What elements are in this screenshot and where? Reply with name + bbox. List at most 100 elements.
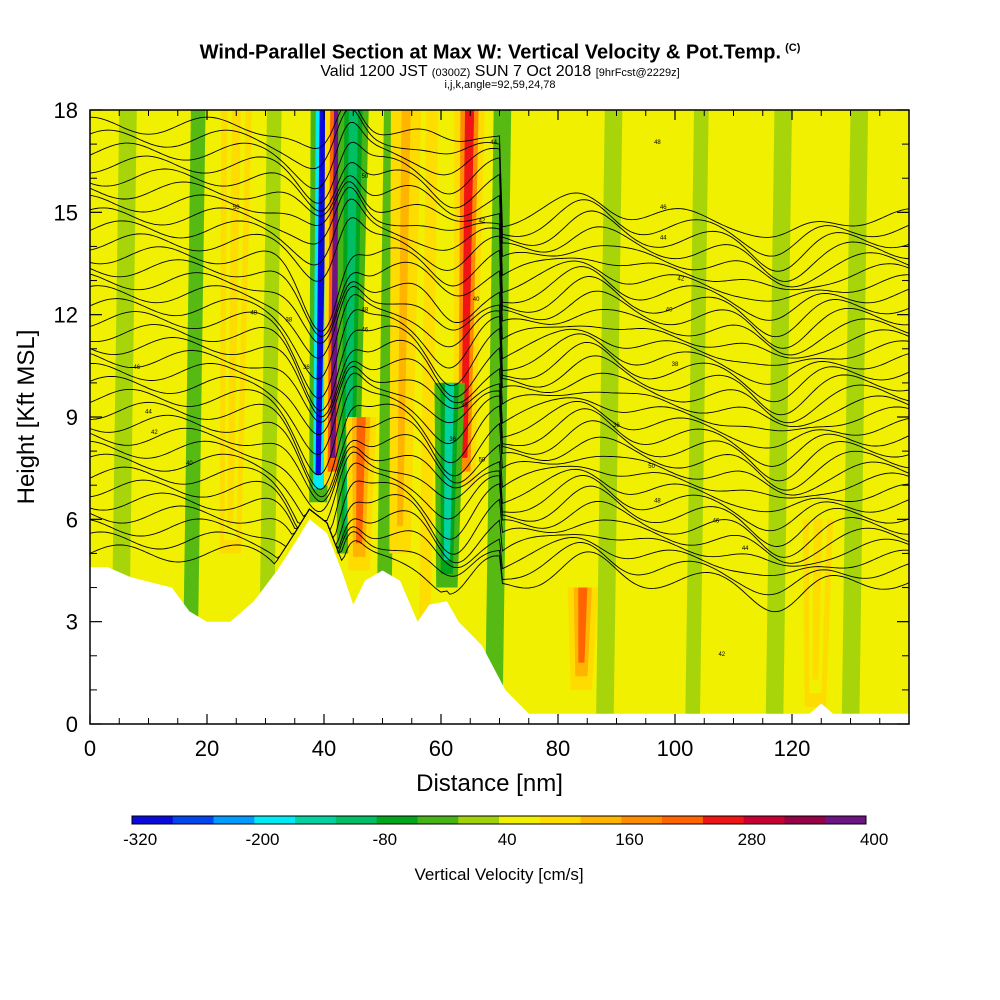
chart-title: Wind-Parallel Section at Max W: Vertical… xyxy=(199,41,801,64)
contour-label: 36 xyxy=(449,437,456,443)
colorbar-title: Vertical Velocity [cm/s] xyxy=(414,865,583,884)
colorbar-label: -80 xyxy=(373,830,398,849)
contour-label: 44 xyxy=(145,410,152,416)
theta-contour xyxy=(90,492,909,564)
x-tick-label: 80 xyxy=(546,736,570,761)
theta-contour xyxy=(90,350,909,432)
contour-label: 50 xyxy=(362,174,369,180)
theta-contour xyxy=(90,362,909,449)
colorbar-label: -200 xyxy=(245,830,279,849)
contour-label: 46 xyxy=(133,365,140,371)
colorbar-label: 280 xyxy=(738,830,766,849)
colorbar-label: 400 xyxy=(860,830,888,849)
theta-contour xyxy=(90,508,909,596)
x-tick-label: 40 xyxy=(312,736,336,761)
velocity-band xyxy=(484,110,512,724)
velocity-core xyxy=(315,110,328,475)
colorbar-swatch xyxy=(784,816,826,824)
theta-contour xyxy=(90,324,909,424)
velocity-band xyxy=(841,110,869,724)
theta-contour xyxy=(90,337,909,428)
y-tick-label: 15 xyxy=(54,200,78,225)
x-tick-label: 120 xyxy=(774,736,811,761)
contour-label: 36 xyxy=(303,365,310,371)
velocity-band xyxy=(151,110,178,724)
velocity-core xyxy=(443,382,455,561)
colorbar-swatch xyxy=(295,816,337,824)
velocity-band xyxy=(258,110,282,724)
contour-label: 42 xyxy=(151,430,158,436)
contour-label: 48 xyxy=(250,311,257,317)
y-tick-label: 0 xyxy=(66,712,78,737)
y-tick-label: 12 xyxy=(54,303,78,328)
terrain-mask xyxy=(90,519,909,724)
theta-contour xyxy=(90,451,909,532)
velocity-band xyxy=(685,110,709,724)
y-axis-title: Height [Kft MSL] xyxy=(13,330,40,505)
colorbar: -320 -200 -80 40 160 280 400 Vertical Velocity … xyxy=(123,815,888,884)
y-tick-label: 9 xyxy=(66,405,78,430)
contour-label: 38 xyxy=(672,362,679,368)
x-tick-label: 20 xyxy=(195,736,219,761)
contour-label: 50 xyxy=(479,457,486,463)
theta-contour xyxy=(90,479,909,558)
colorbar-swatch xyxy=(702,816,745,824)
contour-label: 48 xyxy=(362,307,369,313)
contour-label: 46 xyxy=(362,328,369,334)
contour-label: 42 xyxy=(718,652,725,658)
theta-contour xyxy=(90,508,909,613)
chart-subtitle: Valid 1200 JST (0300Z) SUN 7 Oct 2018 [9… xyxy=(320,62,680,80)
colorbar-swatch xyxy=(539,816,582,824)
velocity-core xyxy=(461,110,475,458)
theta-contour xyxy=(90,401,909,491)
colorbar-swatch xyxy=(417,816,459,824)
theta-contour xyxy=(90,427,909,503)
colorbar-swatch xyxy=(376,816,418,824)
y-tick-label: 6 xyxy=(66,507,78,532)
theta-contour xyxy=(90,285,909,385)
velocity-core xyxy=(578,587,588,663)
y-tick-label: 18 xyxy=(54,98,78,123)
x-axis-title: Distance [nm] xyxy=(416,770,563,797)
contour-label: 50 xyxy=(233,205,240,211)
colorbar-swatch xyxy=(254,816,296,824)
velocity-band xyxy=(879,110,901,724)
contour-label: 40 xyxy=(473,297,480,303)
contour-label: 40 xyxy=(666,307,673,313)
colorbar-label: 160 xyxy=(615,830,643,849)
colorbar-swatch xyxy=(213,816,255,824)
x-tick-label: 0 xyxy=(84,736,96,761)
contour-label: 44 xyxy=(490,140,497,146)
contour-label: 44 xyxy=(660,236,667,242)
theta-contour xyxy=(90,110,909,238)
colorbar-label: 40 xyxy=(498,830,517,849)
contour-label: 42 xyxy=(479,219,486,225)
colorbar-label: -320 xyxy=(123,830,157,849)
x-tick-label: 100 xyxy=(657,736,694,761)
theta-contour xyxy=(90,508,909,577)
velocity-core xyxy=(227,110,242,527)
contour-label: 46 xyxy=(660,205,667,211)
theta-contour xyxy=(90,246,909,356)
theta-contour xyxy=(90,505,909,567)
velocity-band xyxy=(515,110,539,724)
chart-indices: i,j,k,angle=92,59,24,78 xyxy=(444,78,556,91)
colorbar-swatch xyxy=(580,816,622,824)
contour-label: 50 xyxy=(648,464,655,470)
theta-contour xyxy=(90,162,909,288)
colorbar-frame xyxy=(131,815,867,825)
theta-contour xyxy=(90,181,909,302)
velocity-band xyxy=(765,110,792,724)
velocity-band xyxy=(110,110,137,724)
contour-label: 44 xyxy=(742,546,749,552)
contour-label: 48 xyxy=(654,140,661,146)
theta-contour xyxy=(90,272,909,366)
theta-contour xyxy=(90,414,909,498)
contour-label: 38 xyxy=(461,403,468,409)
theta-contour xyxy=(90,440,909,513)
colorbar-swatch xyxy=(132,816,174,824)
velocity-core xyxy=(812,519,823,680)
colorbar-swatch xyxy=(662,816,704,824)
